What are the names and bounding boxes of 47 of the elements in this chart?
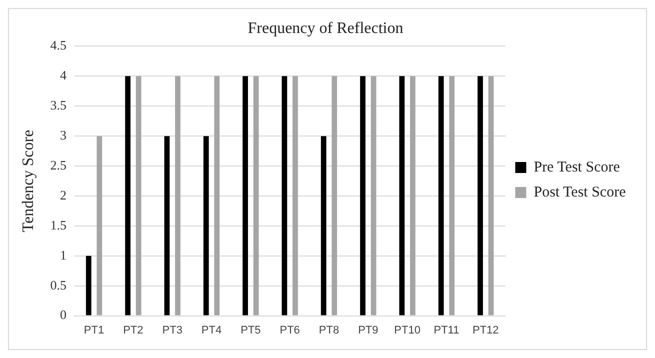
x-tick-label: PT3: [162, 324, 182, 336]
y-tick-label: 1.5: [50, 217, 66, 232]
x-tick-label: PT2: [123, 324, 144, 336]
bar: [478, 76, 483, 316]
y-tick-label: 2: [60, 187, 66, 202]
bar: [214, 76, 220, 316]
bar: [399, 76, 405, 316]
bar: [320, 136, 326, 316]
y-tick-label: 4: [60, 68, 67, 83]
bar: [203, 136, 209, 316]
bar: [370, 76, 376, 316]
chart-title: Frequency of Reflection: [248, 20, 404, 37]
bar: [332, 76, 338, 316]
bar: [86, 256, 92, 316]
bar: [136, 76, 142, 316]
y-tick-label: 3: [60, 127, 66, 142]
bar: [449, 76, 455, 316]
x-tick-label: PT12: [472, 324, 499, 336]
x-tick-label: PT9: [358, 324, 378, 336]
bar: [125, 76, 130, 316]
x-tick-label: PT10: [394, 324, 420, 336]
bar: [175, 76, 180, 316]
y-axis-title: Tendency Score: [20, 130, 37, 232]
x-tick-label: PT4: [201, 324, 222, 336]
y-tick-label: 2.5: [50, 157, 66, 172]
y-tick-label: 0: [60, 307, 66, 322]
x-tick-label: PT8: [318, 324, 340, 336]
x-tick-label: PT11: [434, 324, 460, 336]
bar: [164, 136, 170, 316]
bar: [253, 76, 259, 316]
y-tick-label: 0.5: [50, 277, 66, 292]
y-tick-label: 1: [60, 247, 66, 262]
y-tick-label: 3.5: [50, 98, 66, 113]
bar: [410, 76, 416, 316]
x-tick-label: PT6: [280, 324, 300, 336]
bar: [242, 76, 248, 316]
x-tick-label: PT5: [240, 324, 261, 336]
bar: [96, 136, 102, 316]
bar: [360, 76, 366, 316]
bar: [282, 76, 288, 316]
bar: [438, 76, 444, 316]
legend-label: Pre Test Score: [534, 159, 620, 176]
bar: [488, 76, 494, 316]
bar: [292, 76, 298, 316]
x-tick-label: PT1: [84, 324, 104, 336]
y-tick-label: 4.5: [50, 38, 66, 53]
legend-label: Post Test Score: [534, 184, 626, 200]
